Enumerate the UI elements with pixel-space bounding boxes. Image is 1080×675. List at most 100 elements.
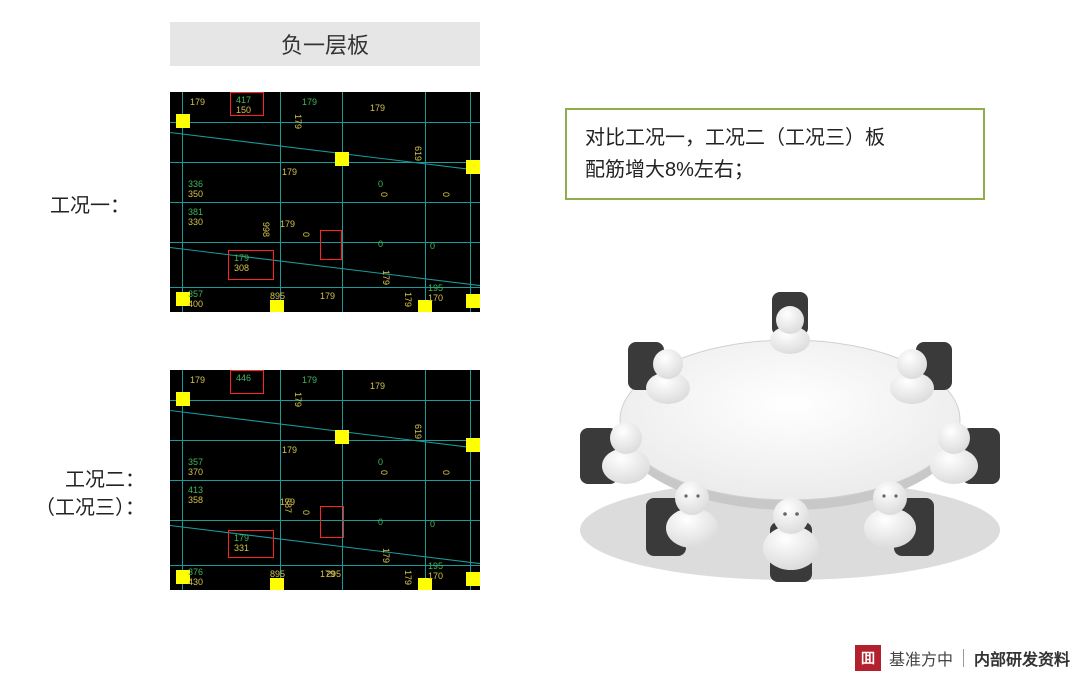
gridline-v bbox=[470, 370, 471, 590]
rebar-value: 0 bbox=[378, 518, 383, 527]
gridline-v bbox=[342, 92, 343, 312]
gridline-h bbox=[170, 162, 480, 163]
rebar-value: 179 bbox=[320, 292, 335, 301]
column-marker bbox=[466, 438, 480, 452]
column-marker bbox=[176, 392, 190, 406]
column-marker bbox=[466, 294, 480, 308]
rebar-value: 430 bbox=[188, 578, 203, 587]
rebar-value: 400 bbox=[188, 300, 203, 309]
cad-view-1: 1791791791796191790001790001791791791951… bbox=[170, 92, 480, 312]
rebar-value: 998 bbox=[261, 222, 270, 237]
column-marker bbox=[466, 572, 480, 586]
rebar-value: 179 bbox=[190, 98, 205, 107]
gridline-h bbox=[170, 122, 480, 123]
rebar-value: 179 bbox=[302, 98, 317, 107]
column-marker bbox=[335, 152, 349, 166]
highlight-box bbox=[230, 92, 264, 116]
highlight-box bbox=[320, 506, 344, 538]
highlight-box bbox=[320, 230, 342, 260]
rebar-value: 357 bbox=[188, 290, 203, 299]
case2-label-line2: （工况三）： bbox=[35, 494, 145, 522]
rebar-value: 179 bbox=[190, 376, 205, 385]
meeting-illustration bbox=[560, 230, 1020, 590]
rebar-value: 195 bbox=[428, 562, 443, 571]
column-marker bbox=[270, 578, 284, 590]
rebar-value: 0 bbox=[378, 180, 383, 189]
highlight-box bbox=[228, 250, 274, 280]
rebar-value: 413 bbox=[188, 486, 203, 495]
gridline-v bbox=[342, 370, 343, 590]
rebar-value: 357 bbox=[188, 458, 203, 467]
rebar-value: 0 bbox=[441, 192, 450, 197]
rebar-value: 179 bbox=[370, 104, 385, 113]
rebar-value: 170 bbox=[428, 294, 443, 303]
brand-logo-glyph: 囬 bbox=[861, 648, 875, 668]
footer-separator bbox=[963, 649, 964, 667]
rebar-value: 336 bbox=[188, 180, 203, 189]
brand-name: 基准方中 bbox=[889, 646, 953, 670]
cad-view-2: 1791791791796191790001790001791791791951… bbox=[170, 370, 480, 590]
column-marker bbox=[270, 300, 284, 312]
gridline-h bbox=[170, 440, 480, 441]
comparison-callout: 对比工况一，工况二（工况三）板 配筋增大8%左右； bbox=[565, 108, 985, 200]
beam-line bbox=[170, 132, 480, 172]
rebar-value: 0 bbox=[430, 242, 435, 251]
rebar-value: 0 bbox=[379, 192, 388, 197]
rebar-value: 179 bbox=[403, 570, 412, 585]
rebar-value: 179 bbox=[293, 114, 302, 129]
section-title: 负一层板 bbox=[170, 22, 480, 66]
rebar-value: 387 bbox=[283, 498, 292, 513]
gridline-h bbox=[170, 480, 480, 481]
brand-logo-icon: 囬 bbox=[855, 645, 881, 671]
gridline-v bbox=[470, 92, 471, 312]
case1-label: 工况一： bbox=[50, 192, 130, 220]
rebar-value: 0 bbox=[441, 470, 450, 475]
beam-line bbox=[170, 410, 480, 450]
gridline-v bbox=[280, 370, 281, 590]
rebar-value: 370 bbox=[188, 468, 203, 477]
rebar-value: 619 bbox=[413, 146, 422, 161]
rebar-value: 179 bbox=[302, 376, 317, 385]
rebar-value: 295 bbox=[326, 570, 341, 579]
case1-label-text: 工况一： bbox=[50, 195, 130, 217]
rebar-value: 358 bbox=[188, 496, 203, 505]
section-title-text: 负一层板 bbox=[281, 33, 369, 58]
callout-line1: 对比工况一，工况二（工况三）板 bbox=[585, 122, 965, 154]
rebar-value: 170 bbox=[428, 572, 443, 581]
rebar-value: 179 bbox=[282, 446, 297, 455]
rebar-value: 195 bbox=[428, 284, 443, 293]
gridline-h bbox=[170, 400, 480, 401]
rebar-value: 179 bbox=[381, 270, 390, 285]
rebar-value: 895 bbox=[270, 292, 285, 301]
callout-line2: 配筋增大8%左右； bbox=[585, 154, 965, 186]
rebar-value: 0 bbox=[301, 510, 310, 515]
case2-label: 工况二： （工况三）： bbox=[35, 466, 145, 522]
rebar-value: 376 bbox=[188, 568, 203, 577]
gridline-v bbox=[280, 92, 281, 312]
case2-label-line1: 工况二： bbox=[35, 466, 145, 494]
rebar-value: 179 bbox=[403, 292, 412, 307]
footer: 囬 基准方中 内部研发资料 bbox=[855, 641, 1080, 675]
highlight-box bbox=[230, 370, 264, 394]
rebar-value: 179 bbox=[381, 548, 390, 563]
column-marker bbox=[466, 160, 480, 174]
rebar-value: 0 bbox=[378, 240, 383, 249]
rebar-value: 619 bbox=[413, 424, 422, 439]
gridline-h bbox=[170, 202, 480, 203]
rebar-value: 0 bbox=[379, 470, 388, 475]
footer-tag: 内部研发资料 bbox=[974, 646, 1070, 670]
rebar-value: 0 bbox=[430, 520, 435, 529]
rebar-value: 895 bbox=[270, 570, 285, 579]
rebar-value: 381 bbox=[188, 208, 203, 217]
rebar-value: 350 bbox=[188, 190, 203, 199]
column-marker bbox=[176, 114, 190, 128]
column-marker bbox=[335, 430, 349, 444]
rebar-value: 330 bbox=[188, 218, 203, 227]
rebar-value: 179 bbox=[280, 220, 295, 229]
rebar-value: 179 bbox=[282, 168, 297, 177]
rebar-value: 179 bbox=[370, 382, 385, 391]
highlight-box bbox=[228, 530, 274, 558]
rebar-value: 179 bbox=[293, 392, 302, 407]
rebar-value: 0 bbox=[301, 232, 310, 237]
rebar-value: 0 bbox=[378, 458, 383, 467]
